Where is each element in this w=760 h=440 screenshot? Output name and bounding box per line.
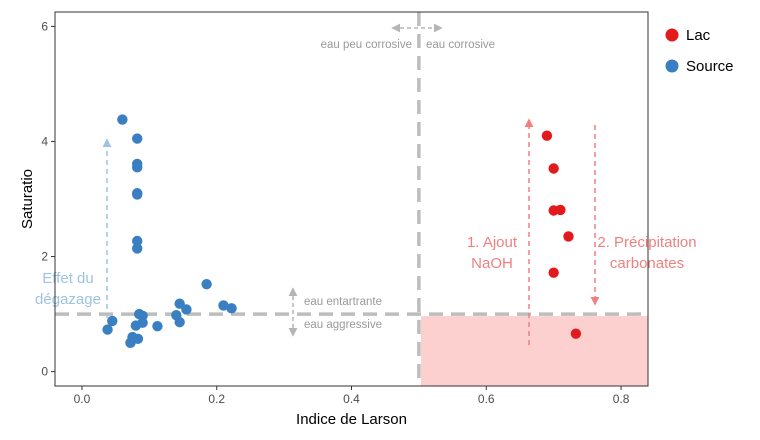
legend-marker-source <box>665 59 679 73</box>
annotation-peu-corrosive: eau peu corrosive <box>321 39 412 51</box>
source-point <box>132 243 143 254</box>
lac-point <box>548 163 559 174</box>
annotation-degazage-line1: Effet du <box>42 270 93 287</box>
source-point <box>132 162 143 173</box>
source-point <box>181 304 192 315</box>
source-point <box>117 114 128 125</box>
y-tick-label: 0 <box>41 365 48 379</box>
source-point <box>218 300 229 311</box>
legend-marker-lac <box>665 28 679 42</box>
source-point <box>125 337 136 349</box>
lac-point <box>548 267 559 278</box>
points-layer <box>102 114 582 349</box>
annotation-naoh-line2: NaOH <box>471 255 513 272</box>
source-point <box>174 298 185 309</box>
x-tick-label: 0.0 <box>74 392 91 406</box>
lac-point <box>563 231 574 242</box>
annotation-degazage-line2: dégazage <box>35 291 101 308</box>
shaded-region <box>420 316 648 386</box>
source-point <box>132 189 143 200</box>
annotation-precip-line2: carbonates <box>610 255 684 272</box>
source-point <box>132 133 143 144</box>
ticks-layer: 0.0 0.2 0.4 0.6 0.8 0 2 4 6 <box>41 19 629 406</box>
lac-point <box>570 328 582 339</box>
y-axis-title: Saturatio <box>19 169 36 229</box>
source-point <box>132 235 143 247</box>
plot-panel-border <box>54 11 649 387</box>
lac-point <box>541 130 553 141</box>
x-tick-label: 0.8 <box>613 392 630 406</box>
legend-label-source: Source <box>686 58 734 75</box>
annotation-corrosive: eau corrosive <box>426 39 495 51</box>
source-point <box>201 278 212 290</box>
y-tick-label: 4 <box>41 134 48 148</box>
legend-label-lac: Lac <box>686 27 711 44</box>
y-tick-label: 2 <box>41 250 48 264</box>
x-tick-label: 0.2 <box>208 392 225 406</box>
annotation-naoh-line1: 1. Ajout <box>467 234 518 251</box>
source-point <box>174 316 185 328</box>
legend: Lac Source <box>665 27 734 75</box>
lac-point <box>555 204 566 216</box>
annotation-aggressive: eau aggressive <box>304 319 382 331</box>
source-point <box>102 324 113 335</box>
source-point <box>152 320 163 332</box>
x-axis-title: Indice de Larson <box>296 411 407 428</box>
source-point <box>130 320 142 331</box>
source-point <box>107 315 118 327</box>
annotation-precip-line1: 2. Précipitation <box>597 234 696 251</box>
x-tick-label: 0.6 <box>478 392 495 406</box>
annotation-entartrante: eau entartrante <box>304 296 382 308</box>
source-point <box>226 303 237 314</box>
y-tick-label: 6 <box>41 19 48 33</box>
x-tick-label: 0.4 <box>343 392 360 406</box>
